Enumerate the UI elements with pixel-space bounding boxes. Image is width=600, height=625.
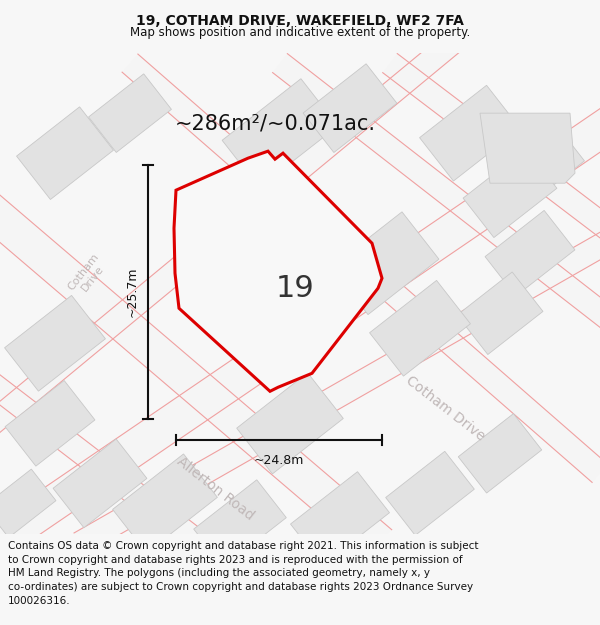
- Text: ~25.7m: ~25.7m: [126, 267, 139, 318]
- Polygon shape: [457, 272, 543, 354]
- Polygon shape: [383, 54, 600, 262]
- Polygon shape: [463, 149, 557, 238]
- Polygon shape: [0, 304, 208, 553]
- Polygon shape: [89, 74, 172, 152]
- Text: Allerton Road: Allerton Road: [174, 454, 256, 522]
- Text: Cotham Drive: Cotham Drive: [403, 373, 487, 443]
- Text: 19, COTHAM DRIVE, WAKEFIELD, WF2 7FA: 19, COTHAM DRIVE, WAKEFIELD, WF2 7FA: [136, 14, 464, 28]
- Polygon shape: [272, 54, 600, 352]
- Polygon shape: [5, 381, 95, 466]
- Text: Cotham
Drive: Cotham Drive: [66, 251, 110, 299]
- Text: Contains OS data © Crown copyright and database right 2021. This information is : Contains OS data © Crown copyright and d…: [8, 541, 478, 606]
- Polygon shape: [303, 64, 397, 152]
- Polygon shape: [290, 472, 389, 565]
- Polygon shape: [17, 107, 113, 199]
- Polygon shape: [458, 414, 542, 493]
- Text: ~286m²/~0.071ac.: ~286m²/~0.071ac.: [175, 113, 376, 133]
- Polygon shape: [53, 439, 147, 528]
- Text: ~24.8m: ~24.8m: [254, 454, 304, 468]
- Polygon shape: [222, 79, 338, 188]
- Polygon shape: [506, 126, 584, 201]
- Polygon shape: [0, 469, 56, 538]
- Polygon shape: [174, 151, 382, 391]
- Polygon shape: [236, 372, 343, 474]
- Polygon shape: [74, 213, 600, 554]
- Polygon shape: [386, 451, 475, 536]
- Polygon shape: [0, 179, 392, 557]
- Text: Map shows position and indicative extent of the property.: Map shows position and indicative extent…: [130, 26, 470, 39]
- Polygon shape: [419, 85, 520, 181]
- Text: 19: 19: [275, 274, 314, 302]
- Polygon shape: [194, 480, 286, 567]
- Polygon shape: [0, 0, 508, 442]
- Polygon shape: [480, 113, 575, 183]
- Polygon shape: [0, 88, 600, 568]
- Polygon shape: [331, 212, 439, 314]
- Polygon shape: [113, 454, 217, 552]
- Polygon shape: [122, 54, 600, 483]
- Polygon shape: [485, 211, 575, 296]
- Polygon shape: [5, 296, 106, 391]
- Polygon shape: [370, 281, 470, 376]
